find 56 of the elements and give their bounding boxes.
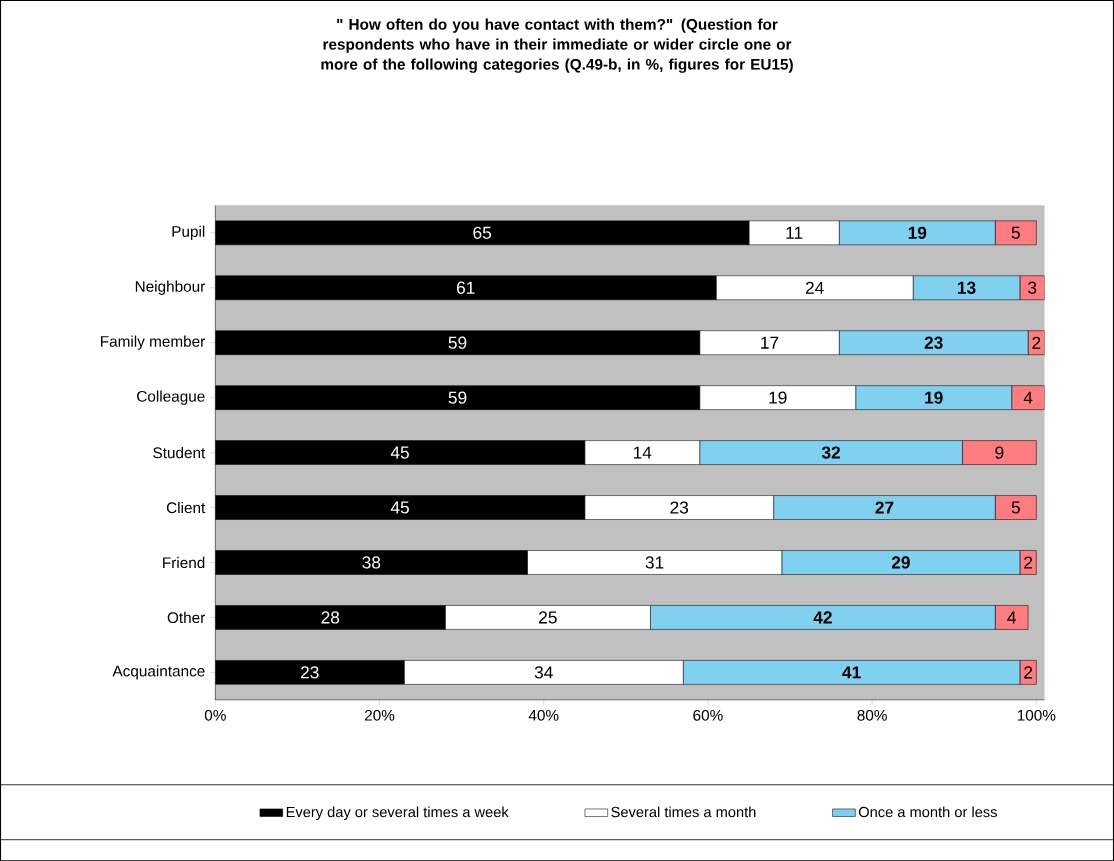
data-label: 65: [473, 226, 492, 239]
data-label: 42: [813, 611, 832, 624]
data-label: 23: [300, 666, 319, 679]
data-label: 4: [1007, 611, 1017, 624]
data-label: 32: [821, 446, 841, 459]
data-label: 2: [1032, 336, 1041, 349]
data-label: 11: [786, 226, 803, 239]
data-label: 34: [534, 666, 553, 679]
data-label: 61: [456, 281, 475, 294]
data-label: 59: [448, 391, 467, 404]
data-label: 23: [670, 501, 689, 514]
data-label: 38: [362, 556, 381, 569]
data-label: 41: [842, 666, 861, 679]
x-tick-label: 20%: [364, 709, 395, 721]
bar: [962, 440, 1037, 465]
x-tick-label: 60%: [693, 709, 723, 721]
y-tick-label: Client: [166, 501, 206, 514]
legend-label: Once a month or less: [858, 806, 997, 818]
legend-label: Every day or several times a week: [286, 806, 509, 820]
x-tick-label: 0%: [204, 709, 226, 721]
x-tick-label: 100%: [1017, 709, 1056, 721]
data-label: 3: [1028, 281, 1037, 294]
data-label: 23: [924, 336, 943, 349]
data-label: 19: [908, 226, 927, 239]
data-label: 5: [1011, 226, 1020, 239]
data-label: 2: [1024, 666, 1033, 679]
data-label: 19: [925, 391, 943, 404]
data-label: 27: [875, 501, 894, 514]
y-tick-label: Neighbour: [135, 280, 206, 295]
data-label: 17: [761, 336, 779, 349]
y-tick-label: Other: [167, 611, 206, 623]
x-tick-label: 80%: [857, 709, 887, 721]
data-label: 4: [1023, 391, 1033, 404]
y-tick-label: Family member: [101, 335, 206, 350]
data-label: 19: [769, 391, 787, 404]
y-tick-label: Student: [153, 446, 206, 459]
data-label: 2: [1024, 556, 1033, 569]
data-label: 45: [390, 446, 409, 459]
y-tick-label: Friend: [163, 556, 205, 568]
y-tick-label: Colleague: [137, 390, 205, 405]
data-label: 29: [891, 556, 910, 569]
data-label: 24: [805, 281, 824, 294]
data-label: 9: [995, 446, 1004, 459]
x-tick-label: 40%: [528, 709, 559, 721]
data-label: 59: [448, 336, 467, 349]
data-label: 31: [645, 556, 664, 569]
data-label: 14: [633, 446, 652, 459]
data-label: 28: [321, 611, 340, 624]
y-tick-label: Acquaintance: [112, 665, 205, 680]
y-tick-label: Pupil: [172, 225, 205, 240]
chart-title: " How often do you have contact with them?" (Question for respondents who have in their immediate or wider circle one or more of the following categories (Q.49-b, in %, figures for EU15): [321, 18, 793, 73]
legend-label: Several times a month: [611, 806, 756, 818]
data-label: 5: [1011, 501, 1020, 514]
data-label: 25: [539, 611, 557, 624]
data-label: 13: [957, 281, 976, 294]
data-label: 45: [390, 501, 409, 514]
